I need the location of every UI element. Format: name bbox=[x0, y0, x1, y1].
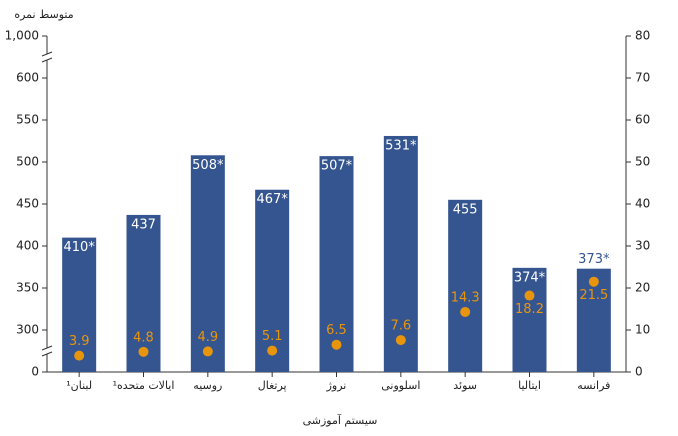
dot-value-label: 4.8 bbox=[133, 330, 154, 345]
bar-value-label: 437 bbox=[131, 217, 156, 232]
y2-tick-label: 0 bbox=[635, 365, 643, 379]
dot bbox=[460, 306, 471, 317]
bar-value-label: 467* bbox=[257, 192, 289, 207]
dot-value-label: 21.5 bbox=[579, 288, 608, 303]
y-tick-label: 600 bbox=[16, 71, 39, 85]
y2-tick-label: 10 bbox=[635, 323, 650, 337]
axis-break bbox=[41, 51, 53, 57]
y2-tick-label: 80 bbox=[635, 29, 650, 43]
x-tick-label: ایالات متحده¹ bbox=[113, 379, 175, 392]
dot bbox=[331, 339, 342, 350]
bar bbox=[383, 135, 418, 372]
y2-tick-label: 40 bbox=[635, 197, 650, 211]
bar bbox=[448, 199, 483, 372]
dot-value-label: 5.1 bbox=[262, 329, 283, 344]
y2-tick-label: 60 bbox=[635, 113, 650, 127]
y-tick-label: 0 bbox=[31, 365, 39, 379]
dot-value-label: 3.9 bbox=[69, 334, 90, 349]
y-tick-label: 1,000 bbox=[5, 29, 39, 43]
dot-value-label: 6.5 bbox=[326, 323, 347, 338]
dot bbox=[395, 335, 406, 346]
bar bbox=[255, 189, 290, 372]
y2-tick-label: 20 bbox=[635, 281, 650, 295]
y2-tick-label: 70 bbox=[635, 71, 650, 85]
bar-value-label: 455 bbox=[453, 202, 478, 217]
x-tick-label: فرانسه bbox=[577, 379, 610, 392]
dot bbox=[588, 276, 599, 287]
bar bbox=[126, 214, 161, 372]
dot-value-label: 18.2 bbox=[515, 302, 544, 317]
y2-tick-label: 50 bbox=[635, 155, 650, 169]
y-tick-label: 300 bbox=[16, 323, 39, 337]
bar-value-label: 507* bbox=[321, 159, 353, 174]
axis-break bbox=[41, 57, 53, 63]
bar-value-label: 373* bbox=[578, 252, 610, 267]
x-tick-label: اسلوونی bbox=[381, 379, 420, 392]
chart-title: متوسط نمره bbox=[14, 8, 73, 21]
y-tick-label: 550 bbox=[16, 113, 39, 127]
y-tick-label: 450 bbox=[16, 197, 39, 211]
dot-value-label: 7.6 bbox=[390, 319, 411, 334]
bar bbox=[319, 156, 354, 372]
bar-value-label: 531* bbox=[385, 138, 417, 153]
x-tick-label: پرتغال bbox=[258, 379, 287, 392]
x-tick-label: نروژ bbox=[326, 379, 347, 392]
dot-value-label: 4.9 bbox=[197, 330, 218, 345]
bar-value-label: 410* bbox=[64, 240, 96, 255]
dot bbox=[524, 290, 535, 301]
bar bbox=[512, 267, 547, 372]
dot bbox=[74, 350, 85, 361]
dot bbox=[202, 346, 213, 357]
x-tick-label: روسیه bbox=[193, 379, 222, 392]
dot bbox=[138, 346, 149, 357]
axis-break-gap bbox=[42, 348, 52, 354]
bar-value-label: 508* bbox=[192, 158, 224, 173]
dot bbox=[267, 345, 278, 356]
x-tick-label: سوئد bbox=[453, 379, 477, 392]
x-tick-label: ایتالیا bbox=[518, 379, 541, 392]
x-axis-label: سیستم آموزشی bbox=[303, 413, 378, 427]
y-tick-label: 350 bbox=[16, 281, 39, 295]
y-tick-label: 400 bbox=[16, 239, 39, 253]
axis-break-gap bbox=[42, 54, 52, 60]
bar-value-label: 374* bbox=[514, 270, 546, 285]
bar bbox=[190, 155, 225, 372]
axis-break bbox=[41, 351, 53, 357]
y-tick-label: 500 bbox=[16, 155, 39, 169]
y2-tick-label: 30 bbox=[635, 239, 650, 253]
axis-break bbox=[41, 345, 53, 351]
bar bbox=[62, 237, 97, 372]
dot-value-label: 14.3 bbox=[451, 290, 480, 305]
x-tick-label: لبنان¹ bbox=[66, 379, 92, 392]
